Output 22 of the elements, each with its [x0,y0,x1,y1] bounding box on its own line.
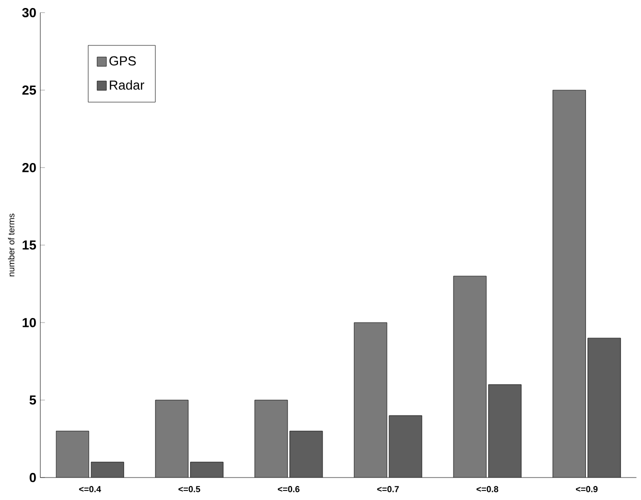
x-tick-label: <=0.6 [278,486,300,492]
bar [389,415,422,478]
x-tick-label: <=0.7 [377,486,399,492]
bar [190,462,224,478]
x-tick-label: <=0.9 [576,486,598,492]
y-tick-label: 30 [22,8,36,18]
bar [488,384,522,478]
legend-label: Radar [110,80,144,90]
y-tick-label: 10 [22,318,36,328]
x-tick-label: <=0.8 [476,486,498,492]
x-tick-label: <=0.4 [79,486,102,492]
x-tick-label: <=0.5 [178,486,200,492]
bar [91,462,124,478]
legend-label: GPS [109,56,136,66]
y-tick-label: 5 [30,395,36,405]
y-tick-label: 15 [22,240,36,250]
bar [290,430,323,478]
bar [588,338,621,478]
y-tick-label: 20 [22,162,36,172]
y-tick-label: 0 [30,472,36,482]
y-axis-title: number of terms [8,214,14,276]
y-tick-label: 25 [22,85,36,95]
